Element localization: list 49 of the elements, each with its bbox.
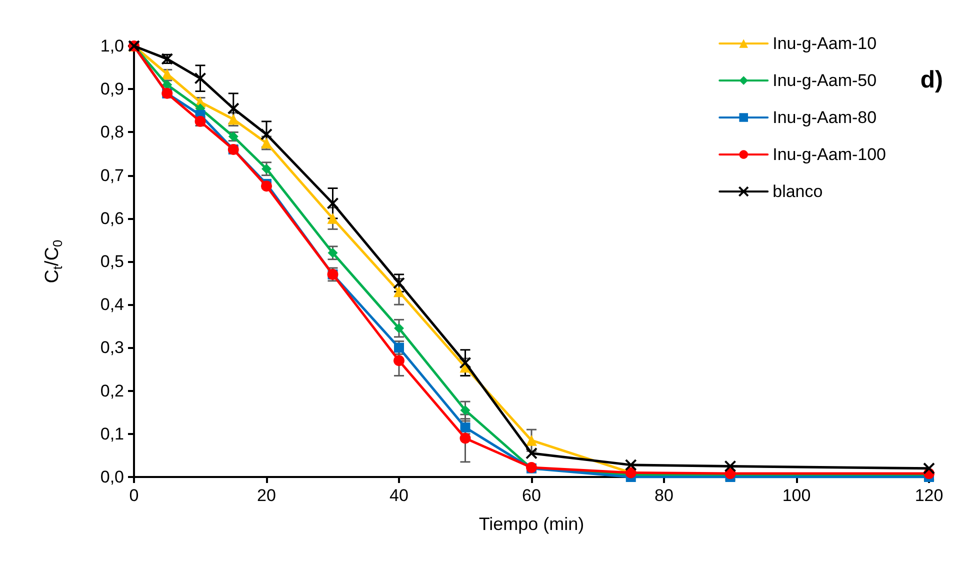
point [460,422,470,432]
x-tick-label: 80 [654,486,674,505]
y-tick-label: 0,5 [100,252,124,271]
y-tick-label: 0,6 [100,208,124,228]
point [227,102,240,114]
y-tick-label: 0,9 [100,80,124,99]
point [327,212,338,224]
point [260,128,272,140]
y-tick-label: 0,1 [100,424,124,444]
y-tick-label: 0,2 [100,381,124,400]
x-tick-label: 0 [129,486,139,505]
legend-label: Inu-g-Aam-10 [772,34,877,53]
y-tick-label: 1,0 [100,36,124,56]
x-tick-label: 60 [522,486,541,505]
annotation: d) [920,66,944,94]
x-tick-label: 100 [782,486,811,505]
point [326,197,339,210]
x-tick-label: 40 [390,486,408,505]
y-tick-label: 0,4 [100,295,124,314]
point [261,180,272,192]
point [526,434,537,446]
x-axis-title: Tiempo (min) [478,514,584,534]
x-tick-label: 120 [914,486,944,505]
point [394,342,404,353]
point [526,447,538,460]
y-axis-title: Ct/C0 [42,240,65,284]
point [459,356,472,369]
point [624,458,637,471]
point [328,248,338,258]
legend-label: Inu-g-Aam-50 [772,71,877,90]
legend-label: blanco [772,182,823,201]
y-tick-label: 0,0 [100,468,124,486]
point [923,462,935,474]
point [394,355,404,366]
point [460,432,471,444]
y-tick-label: 0,3 [100,338,124,358]
legend-label: Inu-g-Aam-100 [772,145,886,164]
point [194,72,206,84]
point [262,164,272,174]
x-tick-label: 20 [257,486,276,505]
legend-label: Inu-g-Aam-80 [772,108,877,127]
y-tick-label: 0,8 [100,122,124,142]
point [393,277,405,290]
point [394,286,404,298]
y-tick-label: 0,7 [100,166,124,185]
point [724,460,736,472]
point [162,68,173,80]
point [394,323,404,334]
point [460,405,470,416]
